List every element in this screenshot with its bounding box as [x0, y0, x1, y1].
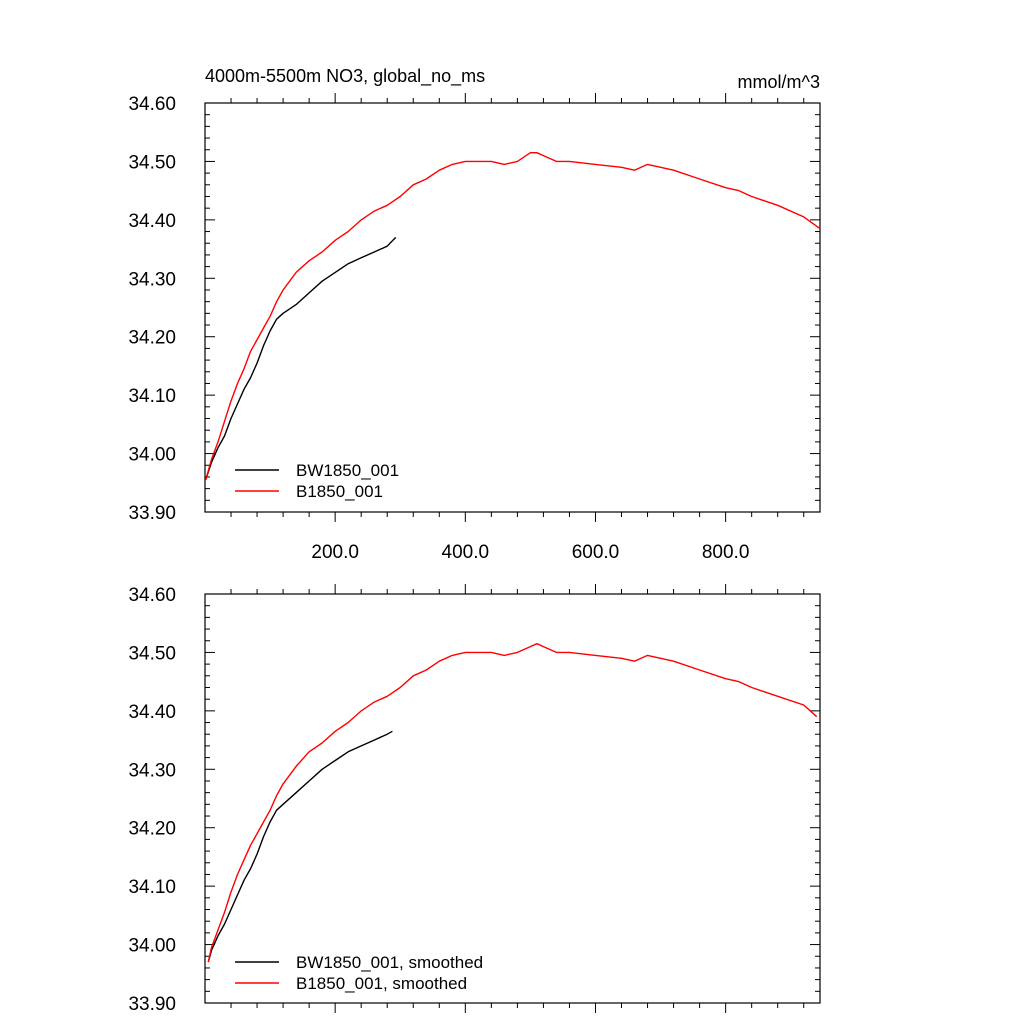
chart-title: 4000m-5500m NO3, global_no_ms	[205, 66, 485, 87]
legend-label: BW1850_001, smoothed	[296, 953, 483, 972]
series-line-b1850	[205, 152, 821, 481]
series-line-b1850	[207, 643, 818, 963]
legend-label: BW1850_001	[296, 461, 399, 480]
x-tick-label: 200.0	[311, 542, 359, 563]
y-tick-label: 34.30	[128, 760, 176, 781]
units-label: mmol/m^3	[738, 72, 820, 92]
x-tick-label: 600.0	[572, 542, 620, 563]
y-tick-label: 34.50	[128, 643, 176, 664]
plot-frame	[204, 593, 821, 1004]
series-line-bw1850	[207, 730, 393, 963]
y-tick-label: 34.60	[128, 94, 176, 115]
y-tick-label: 34.60	[128, 585, 176, 606]
y-tick-label: 34.20	[128, 328, 176, 349]
y-tick-label: 34.30	[128, 269, 176, 290]
y-tick-label: 34.40	[128, 211, 176, 232]
y-tick-label: 34.00	[128, 936, 176, 957]
y-tick-label: 34.50	[128, 152, 176, 173]
y-tick-label: 34.40	[128, 702, 176, 723]
x-tick-label: 400.0	[442, 542, 490, 563]
y-tick-label: 33.90	[128, 994, 176, 1015]
y-tick-label: 34.20	[128, 819, 176, 840]
legend-label: B1850_001	[296, 482, 383, 501]
series-line-bw1850	[205, 236, 397, 481]
bottom-panel: 33.90 34.00 34.10 34.20 34.30 34.40 34.50 34.60…	[128, 584, 821, 1015]
y-tick-label: 34.10	[128, 877, 176, 898]
y-tick-label: 34.00	[128, 445, 176, 466]
top-panel: 33.90 34.00 34.10 34.20 34.30 34.40 34.50 34.60…	[128, 93, 821, 563]
plot-frame	[204, 102, 821, 513]
x-tick-label: 800.0	[702, 542, 750, 563]
y-tick-label: 34.10	[128, 386, 176, 407]
legend-label: B1850_001, smoothed	[296, 974, 467, 993]
y-tick-label: 33.90	[128, 503, 176, 524]
